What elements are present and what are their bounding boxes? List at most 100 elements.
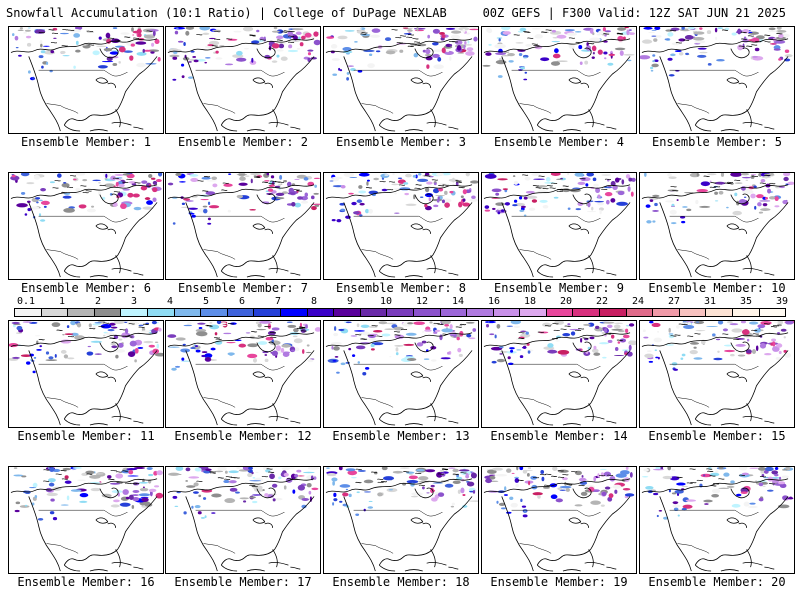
snow-area (782, 200, 788, 205)
snow-area (775, 186, 781, 189)
member-label: Ensemble Member: 15 (648, 429, 786, 443)
snow-area (207, 222, 212, 225)
snow-area (754, 205, 757, 210)
island-outline (98, 325, 105, 328)
snow-area (40, 43, 43, 48)
snow-area (131, 505, 135, 509)
snow-area (577, 202, 584, 207)
snow-area (39, 345, 43, 348)
snow-area (735, 343, 746, 347)
snow-area (499, 346, 504, 349)
snow-area (118, 46, 126, 53)
island-outline (455, 326, 462, 328)
snow-area (542, 204, 549, 209)
snow-area (784, 54, 793, 58)
snow-area (458, 201, 463, 208)
snow-area (181, 75, 185, 79)
snow-area (291, 202, 296, 207)
member-map-18 (323, 466, 479, 574)
snow-area (610, 198, 616, 203)
colorbar-tick-label: 12 (415, 296, 429, 307)
snow-area (614, 322, 623, 324)
snow-area (331, 477, 338, 482)
snow-area (339, 484, 351, 488)
snow-area (110, 343, 117, 345)
member-label: Ensemble Member: 7 (177, 281, 309, 295)
snow-area (130, 43, 135, 47)
snow-area (340, 362, 346, 366)
snow-area (561, 477, 568, 481)
snow-area (339, 69, 343, 72)
snow-area (336, 371, 340, 374)
snow-area (391, 183, 400, 186)
coastline (410, 223, 432, 234)
coastline (272, 255, 278, 274)
snow-area (497, 75, 503, 78)
island-outline (550, 475, 558, 477)
snow-area (194, 345, 198, 348)
snow-area (760, 208, 771, 211)
coastline (252, 223, 274, 234)
snow-area (710, 472, 720, 477)
coastline (430, 549, 436, 568)
snow-area (687, 27, 695, 30)
snow-area (389, 356, 392, 358)
snow-area (726, 206, 729, 209)
snow-area (395, 347, 399, 352)
member-map-svg (641, 173, 794, 278)
snow-area (298, 36, 301, 40)
snow-area (767, 188, 771, 194)
island-outline (203, 175, 211, 178)
snow-area (13, 467, 18, 469)
snow-area (281, 344, 292, 348)
snow-area (74, 335, 85, 340)
snow-area (539, 199, 548, 203)
snow-area (773, 321, 779, 323)
snow-area (723, 472, 730, 477)
snow-area (356, 29, 366, 34)
snow-area (430, 359, 437, 362)
island-outline (544, 325, 552, 327)
snow-area (489, 333, 495, 336)
snow-area (743, 501, 750, 507)
island-outline (257, 335, 264, 337)
coastline (483, 184, 631, 199)
member-label: Ensemble Member: 11 (17, 429, 155, 443)
snow-area (362, 372, 367, 376)
snow-area (375, 50, 381, 53)
member-map-svg (167, 27, 320, 132)
island-outline (146, 30, 153, 32)
snow-area (525, 190, 535, 194)
snow-area (709, 180, 712, 182)
snow-area (462, 198, 466, 202)
island-outline (689, 468, 696, 470)
snow-area (519, 355, 524, 358)
snow-area (540, 469, 545, 474)
snow-area (434, 329, 441, 332)
snow-area (628, 29, 632, 31)
snow-area (147, 49, 160, 52)
island-outline (268, 471, 275, 473)
island-outline (196, 34, 203, 36)
snow-area (774, 196, 779, 202)
snow-area (587, 322, 595, 327)
island-outline (379, 180, 386, 183)
snow-area (598, 207, 605, 211)
snow-area (458, 353, 463, 358)
snow-area (758, 467, 766, 471)
snow-area (256, 29, 260, 33)
snow-area (151, 42, 155, 47)
snow-area (734, 192, 738, 197)
snow-area (140, 185, 148, 191)
coastline (185, 496, 218, 572)
snow-area (683, 324, 695, 329)
snow-area (717, 321, 724, 325)
snow-area (380, 173, 390, 178)
snow-area (228, 173, 232, 175)
snow-area (359, 202, 365, 206)
snow-area (682, 206, 688, 208)
snow-area (265, 336, 274, 341)
snow-area (745, 349, 752, 354)
island-outline (103, 322, 110, 324)
coastline (10, 332, 158, 347)
